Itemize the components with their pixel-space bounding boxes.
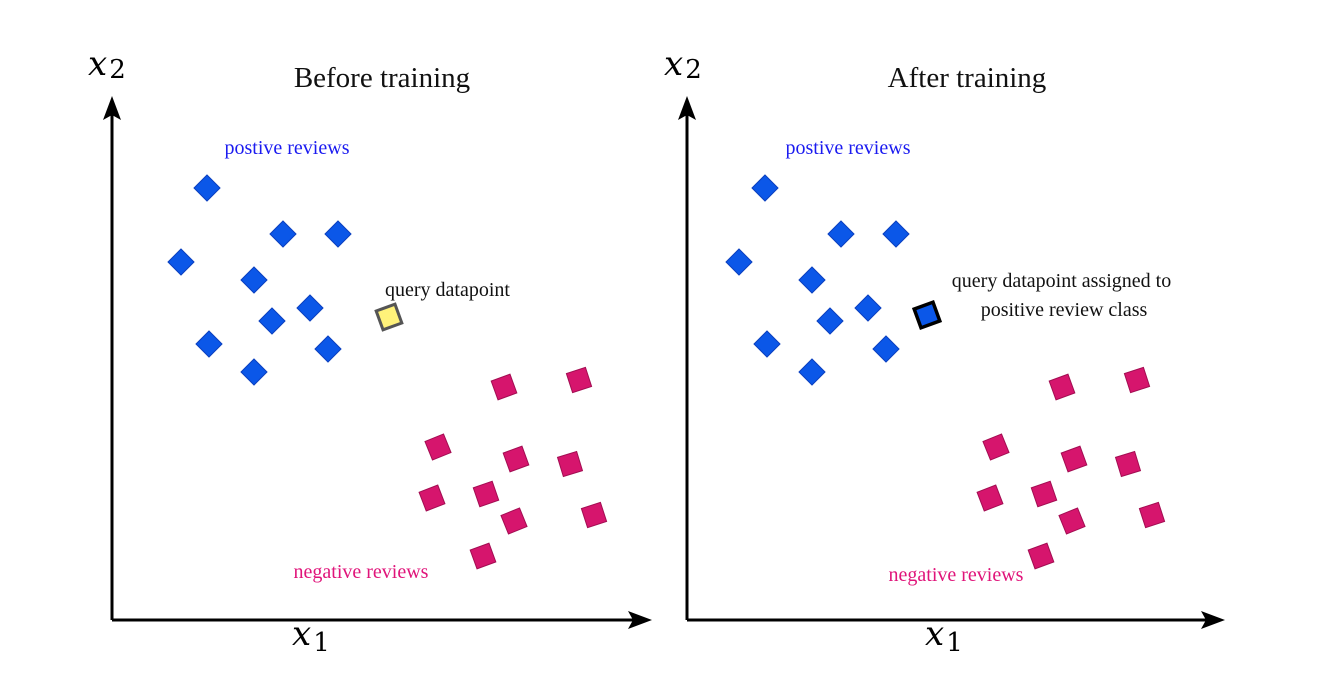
negative-review-point [424, 433, 452, 461]
positive-reviews-label: postive reviews [786, 137, 911, 159]
positive-reviews-label: postive reviews [225, 137, 350, 159]
negative-review-point [556, 450, 584, 478]
positive-review-point [827, 220, 855, 248]
positive-points [725, 174, 910, 386]
positive-review-point [195, 330, 223, 358]
negative-review-point [1058, 507, 1086, 535]
negative-review-point [1114, 450, 1142, 478]
positive-review-point [854, 294, 882, 322]
positive-review-point [240, 358, 268, 386]
positive-review-point [816, 307, 844, 335]
positive-review-point [753, 330, 781, 358]
x-axis-label: x1 [925, 614, 963, 658]
y-axis-arrowhead [103, 96, 121, 120]
y-axis-label: x2 [664, 44, 702, 85]
positive-review-point [798, 358, 826, 386]
query-datapoint-unassigned [374, 302, 404, 332]
negative-review-point [1138, 501, 1166, 529]
query-datapoint-assigned [911, 299, 943, 331]
positive-review-point [725, 248, 753, 276]
x-axis-arrowhead [628, 611, 652, 629]
panel-title: After training [888, 62, 1047, 94]
y-axis-label: x2 [88, 44, 126, 85]
axes [110, 108, 638, 622]
negative-review-point [472, 480, 500, 508]
positive-review-point [193, 174, 221, 202]
negative-review-point [500, 507, 528, 535]
negative-points [418, 366, 608, 570]
positive-review-point [269, 220, 297, 248]
negative-review-point [502, 445, 530, 473]
query-datapoint-assigned-label: query datapoint assigned to positive rev… [952, 270, 1176, 321]
negative-review-point [982, 433, 1010, 461]
positive-review-point [798, 266, 826, 294]
negative-points [976, 366, 1166, 570]
x-axis-arrowhead [1201, 611, 1225, 629]
negative-review-point [1030, 480, 1058, 508]
negative-review-point [976, 484, 1004, 512]
query-datapoint-label: query datapoint [385, 279, 510, 301]
negative-review-point [1048, 373, 1076, 401]
y-axis-arrowhead [678, 96, 696, 120]
panel-title: Before training [294, 62, 470, 94]
negative-review-point [490, 373, 518, 401]
negative-review-point [565, 366, 593, 394]
axes [685, 108, 1211, 622]
positive-review-point [258, 307, 286, 335]
positive-review-point [240, 266, 268, 294]
positive-review-point [314, 335, 342, 363]
negative-review-point [469, 542, 497, 570]
negative-reviews-label: negative reviews [889, 564, 1024, 586]
positive-points [167, 174, 352, 386]
positive-review-point [882, 220, 910, 248]
negative-review-point [1060, 445, 1088, 473]
positive-review-point [167, 248, 195, 276]
positive-review-point [751, 174, 779, 202]
positive-review-point [872, 335, 900, 363]
x-axis-label: x1 [292, 614, 330, 658]
negative-review-point [1027, 542, 1055, 570]
panel-after-training: x2 x1 After training postive reviews neg… [664, 44, 1225, 658]
panel-before-training: x2 x1 Before training postive reviews ne… [88, 44, 652, 658]
negative-review-point [580, 501, 608, 529]
negative-review-point [418, 484, 446, 512]
negative-review-point [1123, 366, 1151, 394]
positive-review-point [296, 294, 324, 322]
negative-reviews-label: negative reviews [294, 561, 429, 583]
positive-review-point [324, 220, 352, 248]
